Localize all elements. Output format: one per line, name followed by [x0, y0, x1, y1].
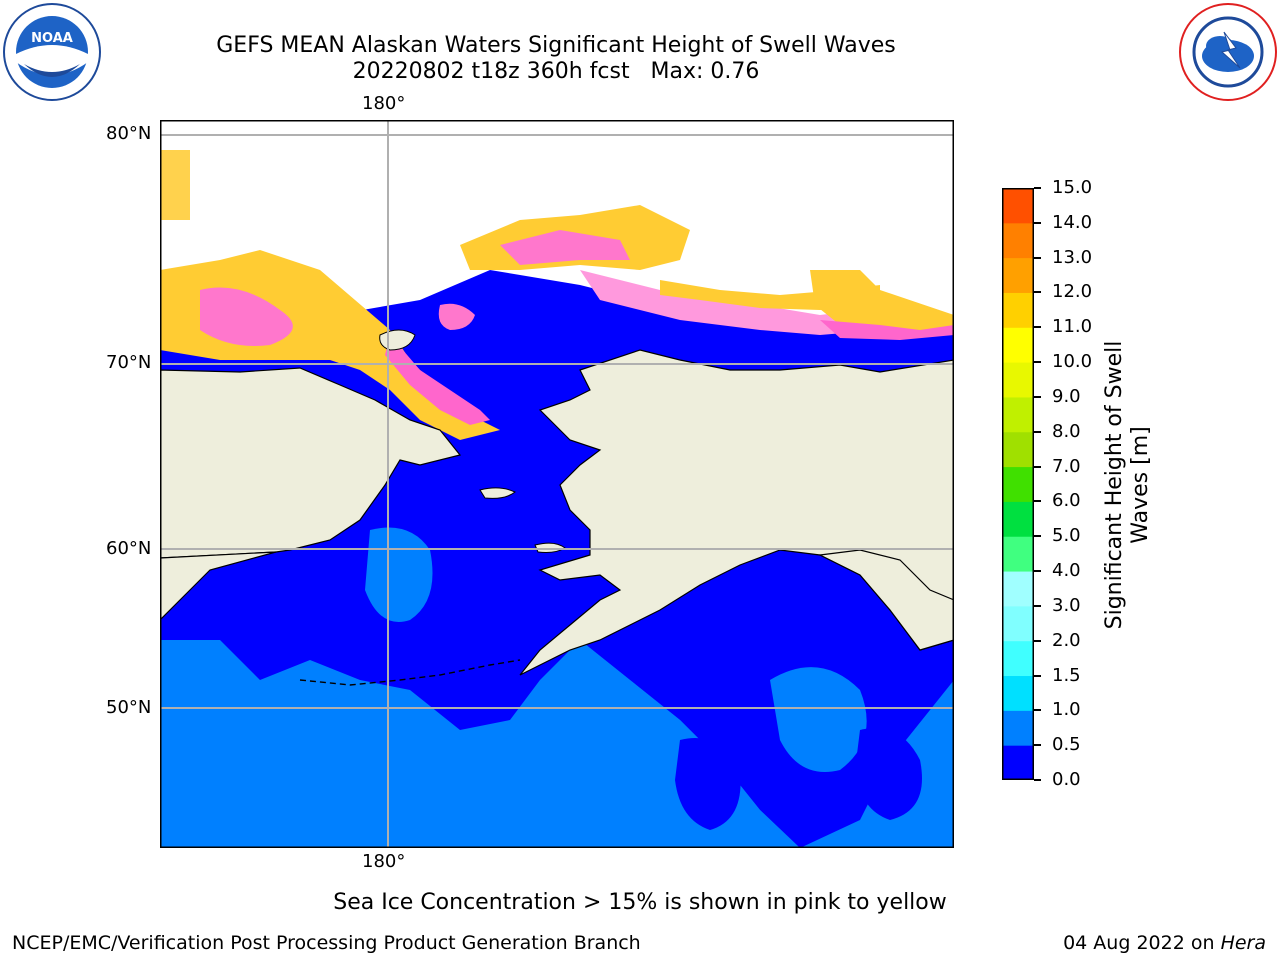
colorbar-tick-label: 11.0	[1052, 316, 1093, 338]
colorbar-tick-mark	[1034, 744, 1041, 747]
lon-label-bottom: 180°	[362, 851, 406, 872]
colorbar-tick-label: 14.0	[1052, 211, 1093, 233]
colorbar-tick-mark	[1034, 430, 1041, 433]
colorbar-tick-label: 8.0	[1052, 420, 1081, 442]
colorbar-tick-label: 9.0	[1052, 385, 1081, 407]
noaa-logo-text: NOAA	[31, 31, 73, 46]
footer-date: 04 Aug 2022 on	[1063, 932, 1221, 954]
colorbar-segment	[1002, 710, 1034, 746]
colorbar-tick-mark	[1034, 361, 1041, 364]
map-subtitle: 20220802 t18z 360h fcst Max: 0.76	[352, 59, 760, 84]
colorbar-segment	[1002, 431, 1034, 468]
colorbar-tick-mark	[1034, 639, 1041, 642]
colorbar-tick-label: 6.0	[1052, 490, 1081, 512]
footer-host: Hera	[1220, 932, 1266, 954]
colorbar-tick-mark	[1034, 326, 1041, 329]
colorbar-segment	[1002, 188, 1034, 224]
colorbar-tick-mark	[1034, 500, 1041, 503]
lat-label-60: 60°N	[106, 538, 152, 559]
colorbar-tick-label: 15.0	[1052, 177, 1093, 198]
colorbar-tick-label: 5.0	[1052, 525, 1081, 547]
sea-ice-note: Sea Ice Concentration > 15% is shown in …	[333, 890, 947, 915]
colorbar-tick-mark	[1034, 465, 1041, 468]
colorbar-segment	[1002, 571, 1034, 607]
colorbar-tick-mark	[1034, 535, 1041, 538]
colorbar-tick-label: 1.5	[1052, 664, 1081, 686]
colorbar-tick-mark	[1034, 709, 1041, 712]
colorbar-segment	[1002, 536, 1034, 572]
colorbar-tick-mark	[1034, 395, 1041, 398]
colorbar-frame	[1002, 188, 1034, 780]
colorbar-segment	[1002, 257, 1034, 293]
colorbar-tick-mark	[1034, 291, 1041, 294]
colorbar-tick-label: 0.0	[1052, 769, 1081, 790]
footer-right: 04 Aug 2022 on Hera	[1063, 932, 1266, 954]
lon-label-top: 180°	[362, 93, 406, 114]
colorbar-segment	[1002, 640, 1034, 677]
colorbar-segment	[1002, 222, 1034, 259]
colorbar-tick-label: 10.0	[1052, 351, 1093, 373]
colorbar-segment	[1002, 396, 1034, 433]
colorbar-tick-label: 0.5	[1052, 734, 1081, 756]
colorbar-tick-mark	[1034, 779, 1041, 781]
colorbar-segment	[1002, 675, 1034, 711]
colorbar	[1002, 188, 1034, 780]
colorbar-tick-mark	[1034, 570, 1041, 573]
colorbar-segment	[1002, 466, 1034, 502]
colorbar-segment	[1002, 292, 1034, 328]
map-title: GEFS MEAN Alaskan Waters Significant Hei…	[216, 33, 896, 58]
colorbar-tick-label: 3.0	[1052, 594, 1081, 616]
colorbar-tick-mark	[1034, 604, 1041, 607]
colorbar-tick-mark	[1034, 256, 1041, 259]
colorbar-tick-label: 1.0	[1052, 699, 1081, 721]
colorbar-tick-mark	[1034, 221, 1041, 224]
nws-logo	[1178, 2, 1278, 102]
colorbar-tick-mark	[1034, 187, 1041, 189]
colorbar-segment	[1002, 501, 1034, 537]
colorbar-tick-mark	[1034, 674, 1041, 677]
colorbar-tick-label: 13.0	[1052, 246, 1093, 268]
colorbar-tick-label: 4.0	[1052, 560, 1081, 582]
footer-left: NCEP/EMC/Verification Post Processing Pr…	[12, 932, 641, 954]
lat-label-70: 70°N	[106, 352, 152, 373]
colorbar-tick-label: 12.0	[1052, 281, 1093, 303]
lat-label-80: 80°N	[106, 123, 152, 144]
map-panel	[160, 120, 954, 848]
colorbar-segment	[1002, 605, 1034, 642]
lat-label-50: 50°N	[106, 697, 152, 718]
colorbar-segment	[1002, 745, 1034, 780]
colorbar-tick-label: 7.0	[1052, 455, 1081, 477]
noaa-logo: NOAA	[2, 2, 102, 102]
colorbar-label: Significant Height of Swell Waves [m]	[1102, 340, 1153, 630]
colorbar-segment	[1002, 327, 1034, 363]
colorbar-tick-label: 2.0	[1052, 629, 1081, 651]
colorbar-segment	[1002, 362, 1034, 398]
